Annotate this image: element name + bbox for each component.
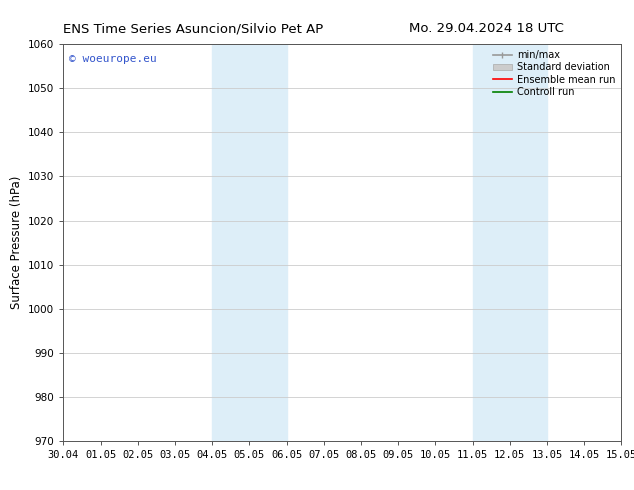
Bar [472, 44, 547, 441]
Y-axis label: Surface Pressure (hPa): Surface Pressure (hPa) [10, 176, 23, 309]
Bar [212, 44, 287, 441]
Legend: min/max, Standard deviation, Ensemble mean run, Controll run: min/max, Standard deviation, Ensemble me… [489, 46, 619, 101]
Text: © woeurope.eu: © woeurope.eu [69, 54, 157, 64]
Text: Mo. 29.04.2024 18 UTC: Mo. 29.04.2024 18 UTC [409, 22, 564, 35]
Text: ENS Time Series Asuncion/Silvio Pet AP: ENS Time Series Asuncion/Silvio Pet AP [63, 22, 323, 35]
